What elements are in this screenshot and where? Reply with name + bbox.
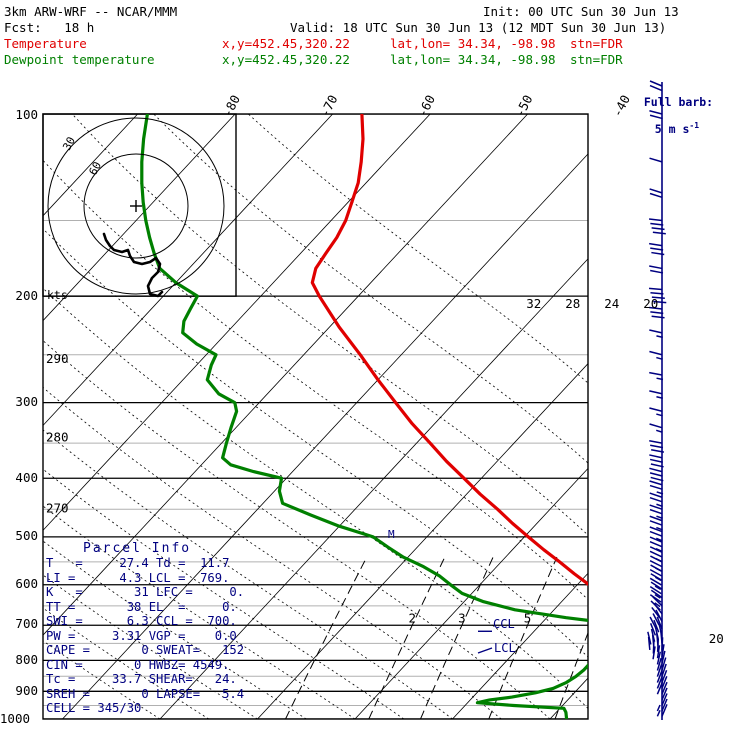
pressure-label-500: 500 (15, 528, 38, 543)
temperature-station: stn=FDR (570, 36, 623, 51)
svg-text:290: 290 (46, 351, 69, 366)
svg-text:20: 20 (643, 296, 658, 311)
parcel-info-row: LI = 4.3 LCL = 769. (46, 570, 230, 585)
pressure-label-700: 700 (15, 616, 38, 631)
pressure-label-1000: 1000 (0, 711, 30, 726)
svg-text:28: 28 (565, 296, 580, 311)
parcel-info-row: K = 31 LFC = 0. (46, 585, 245, 599)
parcel-info-row: CIN = 0 HWBZ= 4549. (46, 657, 230, 672)
dewpoint-station: stn=FDR (570, 52, 623, 67)
pressure-label-600: 600 (15, 576, 38, 591)
pressure-label-800: 800 (15, 652, 38, 667)
svg-text:3: 3 (458, 610, 466, 625)
svg-text:-80: -80 (219, 92, 243, 119)
svg-text:20: 20 (709, 631, 724, 646)
parcel-info-row: TT = 38 EL = 0. (46, 599, 237, 614)
hodograph-trace (102, 232, 164, 298)
svg-text:2: 2 (408, 610, 416, 625)
svg-text:5: 5 (524, 610, 532, 625)
svg-text:-40: -40 (609, 92, 633, 119)
pressure-label-200: 200 (15, 288, 38, 303)
svg-text:-70: -70 (317, 92, 341, 119)
dewpoint-latlon: lat,lon= 34.34, -98.98 (390, 52, 556, 67)
dewpoint-xy: x,y=452.45,320.22 (222, 52, 350, 67)
dewpoint-legend-label: Dewpoint temperature (4, 52, 155, 67)
temperature-xy: x,y=452.45,320.22 (222, 36, 350, 51)
m-marker-label: M (388, 528, 395, 541)
barb-legend-exponent: -1 (689, 121, 700, 130)
valid-time: Valid: 18 UTC Sun 30 Jun 13 (12 MDT Sun … (290, 20, 667, 35)
svg-text:270: 270 (46, 500, 69, 515)
pressure-label-300: 300 (15, 394, 38, 409)
barb-legend-line1: Full barb: (643, 95, 714, 109)
barb-legend-line2: 5 m s (654, 121, 690, 136)
pressure-label-100: 100 (15, 107, 38, 122)
init-time: Init: 00 UTC Sun 30 Jun 13 (483, 4, 679, 19)
parcel-info-row: T = 27.4 Td = 11.7 (46, 556, 230, 570)
svg-text:280: 280 (46, 430, 69, 445)
parcel-info-row: PW = 3.31 VGP = 0.0 (46, 628, 237, 643)
svg-text:24: 24 (604, 296, 619, 311)
model-title: 3km ARW-WRF -- NCAR/MMM (4, 4, 178, 19)
lcl-marker-label: LCL (494, 641, 516, 655)
parcel-info-row: Tc = 33.7 SHEAR= 24. (46, 672, 237, 686)
parcel-info-row: CAPE = 0 SWEAT= 152 (46, 643, 245, 657)
pressure-label-900: 900 (15, 683, 38, 698)
forecast-hour: Fcst: 18 h (4, 20, 95, 35)
pressure-label-400: 400 (15, 470, 38, 485)
wind-barb-legend: Full barb: 5 m s-1 (630, 84, 714, 136)
temperature-trace (310, 114, 588, 587)
parcel-info-row: SWI = 6.3 CCL = 700. (46, 614, 237, 628)
svg-text:32: 32 (526, 296, 541, 311)
parcel-info-row: CELL = 345/30 (46, 701, 142, 715)
svg-text:30: 30 (60, 135, 78, 153)
svg-text:-50: -50 (512, 92, 536, 119)
svg-text:60: 60 (86, 160, 104, 178)
parcel-info-box: T = 27.4 Td = 11.7 LI = 4.3 LCL = 769. K =… (46, 556, 244, 716)
hodograph-units-label: kts (47, 288, 68, 302)
temperature-legend-label: Temperature (4, 36, 87, 51)
temperature-latlon: lat,lon= 34.34, -98.98 (390, 36, 556, 51)
ccl-marker-label: CCL (493, 617, 515, 631)
svg-text:-60: -60 (414, 92, 438, 119)
parcel-info-title: Parcel Info (83, 541, 192, 556)
parcel-info-row: SREH = 0 LAPSE= 5.4 (46, 686, 245, 701)
dewpoint-trace (140, 114, 588, 719)
